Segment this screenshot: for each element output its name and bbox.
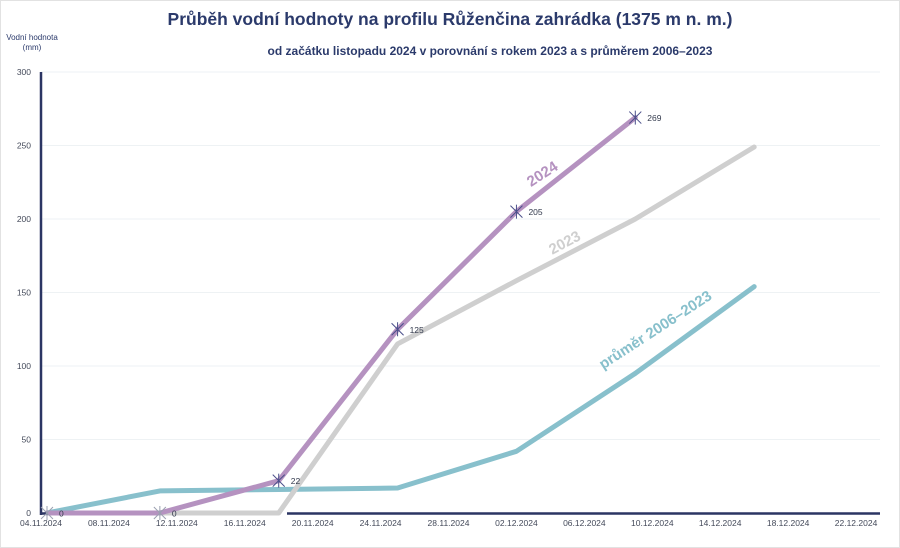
y-axis-label-line1: Vodní hodnota — [6, 33, 58, 42]
series-label: 2024 — [524, 158, 562, 191]
series-line-2 — [44, 284, 757, 516]
y-tick-label: 150 — [17, 288, 31, 298]
series-line-0 — [44, 115, 638, 516]
y-tick-label: 250 — [17, 141, 31, 151]
chart-subtitle: od začátku listopadu 2024 v porovnání s … — [267, 44, 713, 58]
x-tick-label: 14.12.2024 — [699, 518, 742, 528]
x-tick-label: 28.11.2024 — [428, 518, 470, 528]
axes — [39, 72, 880, 515]
y-tick-label: 100 — [17, 361, 31, 371]
data-label: 0 — [172, 509, 177, 519]
x-tick-label: 20.11.2024 — [292, 518, 334, 528]
data-markers: 0 0 22 125 205 269 — [40, 110, 662, 520]
y-axis-label: Vodní hodnota (mm) — [2, 33, 62, 53]
gridlines — [41, 71, 880, 440]
x-tick-label: 18.12.2024 — [767, 518, 810, 528]
data-label: 205 — [528, 207, 542, 217]
y-tick-label: 300 — [17, 67, 31, 77]
data-label: 269 — [647, 113, 661, 123]
x-tick-label: 06.12.2024 — [563, 518, 606, 528]
series-lines — [44, 115, 757, 516]
y-axis-label-line2: (mm) — [22, 43, 42, 52]
y-tick-label: 50 — [22, 435, 32, 445]
x-axis-ticks: 04.11.2024 08.11.2024 12.11.2024 16.11.2024… — [20, 518, 878, 528]
y-axis-ticks: 0 50 100 150 200 250 300 — [17, 67, 31, 518]
x-tick-label: 02.12.2024 — [495, 518, 538, 528]
x-tick-label: 24.11.2024 — [360, 518, 402, 528]
chart-title: Průběh vodní hodnoty na profilu Růženčin… — [167, 9, 733, 29]
data-label: 125 — [410, 325, 424, 335]
x-tick-label: 04.11.2024 — [20, 518, 62, 528]
y-tick-label: 200 — [17, 214, 31, 224]
x-tick-label: 22.12.2024 — [835, 518, 878, 528]
data-label: 22 — [291, 476, 301, 486]
x-tick-label: 10.12.2024 — [631, 518, 674, 528]
data-label: 0 — [59, 509, 64, 519]
x-tick-label: 12.11.2024 — [156, 518, 198, 528]
y-tick-label: 0 — [26, 508, 31, 518]
x-tick-label: 08.11.2024 — [88, 518, 130, 528]
x-tick-label: 16.11.2024 — [224, 518, 266, 528]
